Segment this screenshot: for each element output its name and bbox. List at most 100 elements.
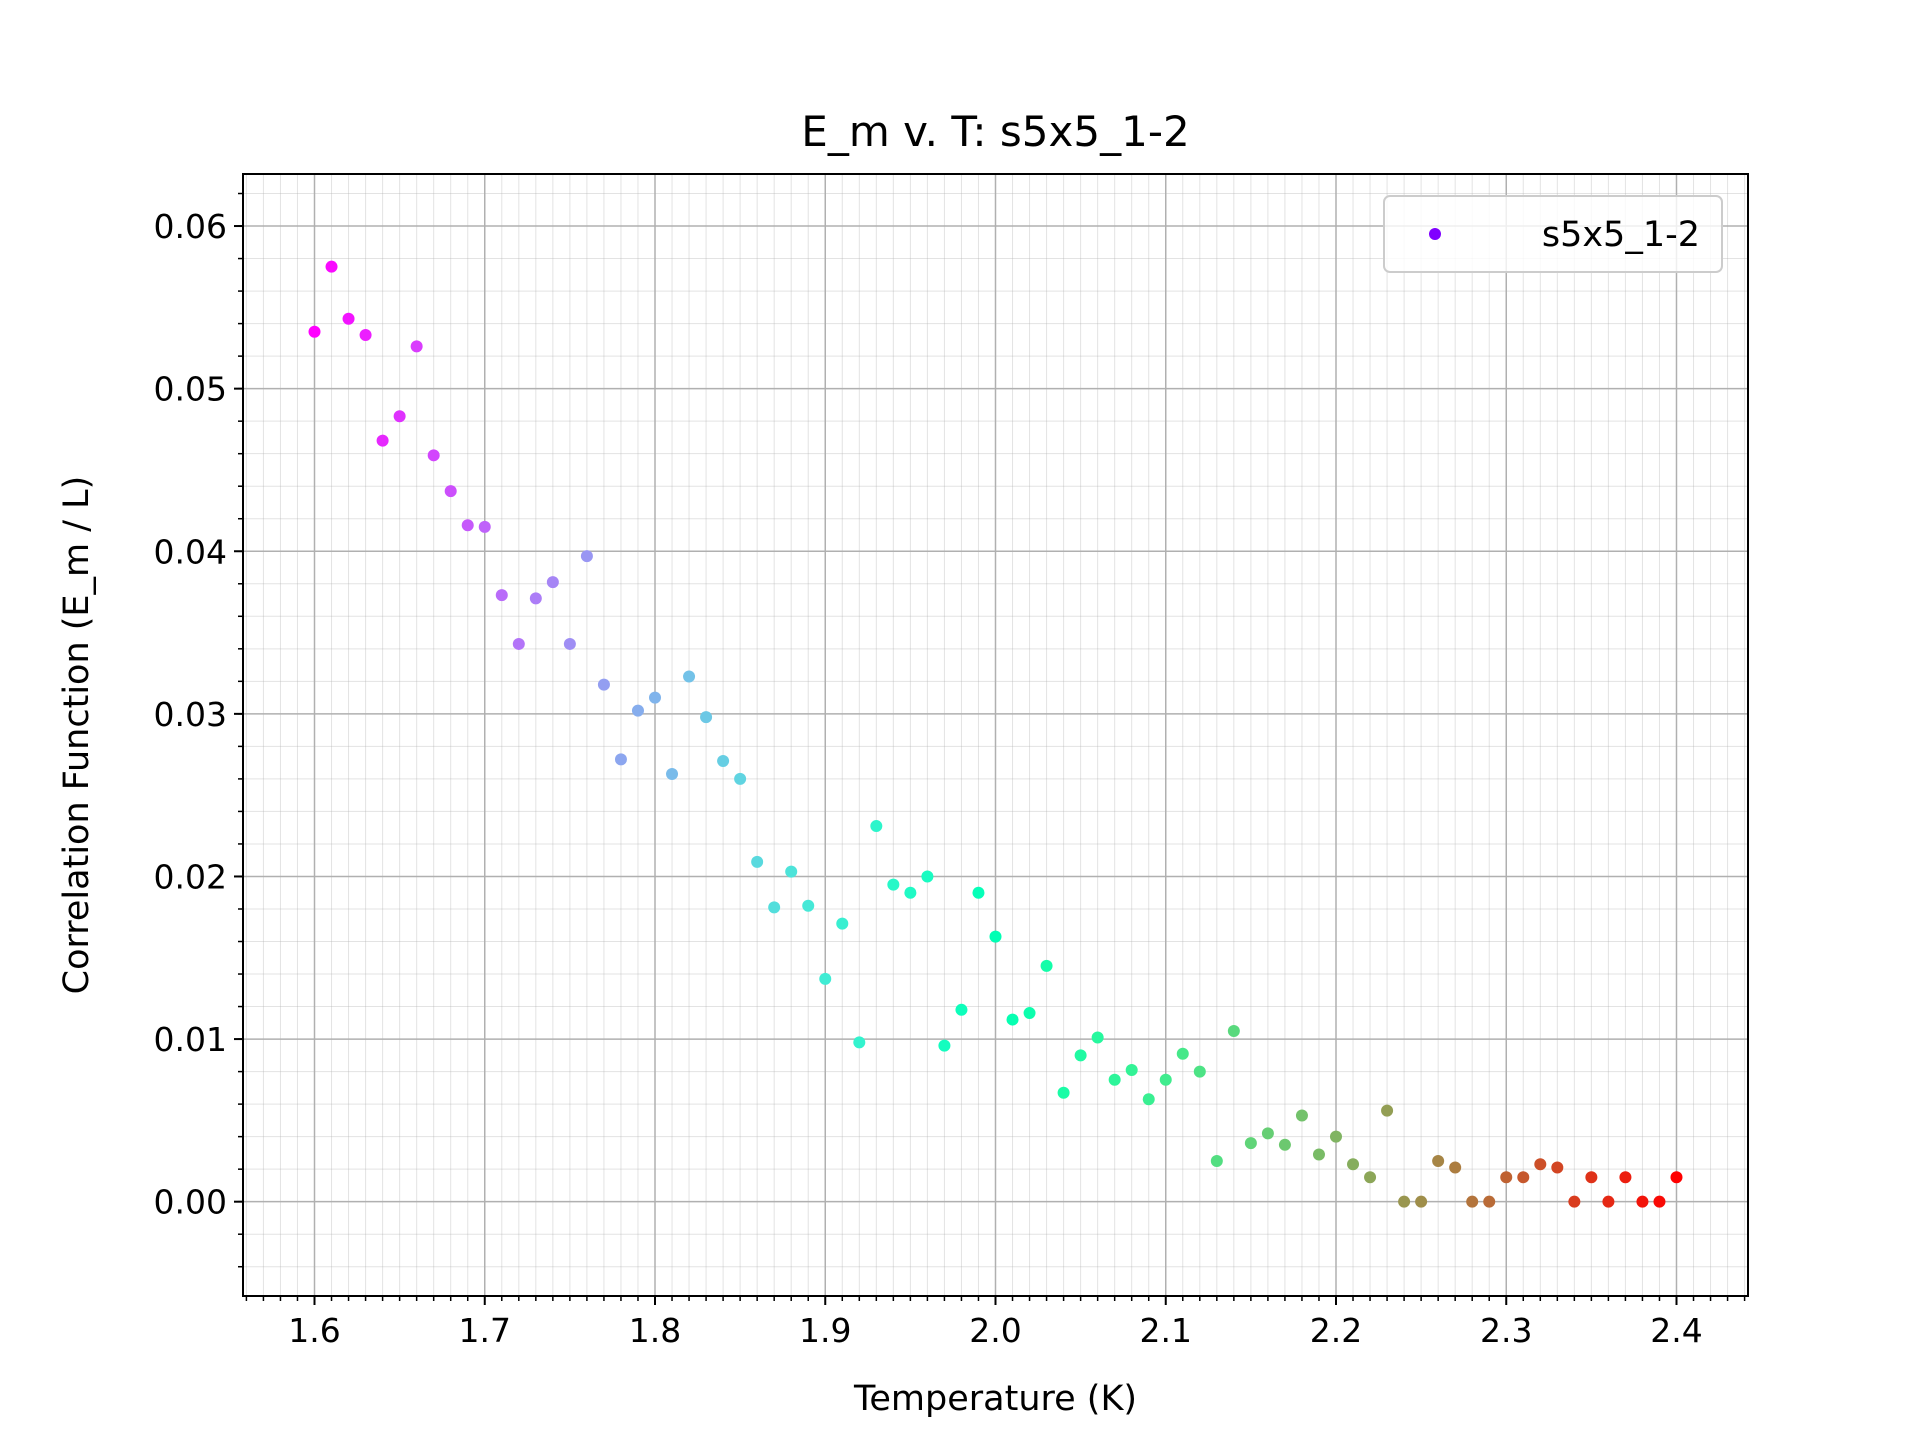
data-point bbox=[359, 328, 372, 341]
data-points bbox=[308, 260, 1683, 1208]
y-tick-label: 0.05 bbox=[154, 370, 227, 409]
data-point bbox=[1534, 1158, 1547, 1171]
x-tick-label: 2.0 bbox=[969, 1311, 1021, 1350]
data-point bbox=[1670, 1171, 1683, 1184]
axis-ticks bbox=[234, 192, 1746, 1305]
data-point bbox=[1364, 1171, 1377, 1184]
data-point bbox=[1023, 1007, 1036, 1020]
data-point bbox=[1295, 1109, 1308, 1122]
data-point bbox=[938, 1039, 951, 1052]
data-point bbox=[1057, 1086, 1070, 1099]
data-point bbox=[751, 855, 764, 868]
data-point bbox=[853, 1036, 866, 1049]
data-point bbox=[887, 878, 900, 891]
data-point bbox=[819, 972, 832, 985]
data-point bbox=[683, 670, 696, 683]
data-point bbox=[580, 550, 593, 563]
data-point bbox=[597, 678, 610, 691]
data-point bbox=[1398, 1195, 1411, 1208]
data-point bbox=[836, 917, 849, 930]
data-point bbox=[461, 519, 474, 532]
data-point bbox=[1568, 1195, 1581, 1208]
x-tick-label: 1.8 bbox=[629, 1311, 681, 1350]
data-point bbox=[1636, 1195, 1649, 1208]
data-point bbox=[631, 704, 644, 717]
data-point bbox=[444, 485, 457, 498]
data-point bbox=[802, 899, 815, 912]
legend-marker bbox=[1429, 228, 1441, 240]
y-tick-label: 0.00 bbox=[154, 1183, 227, 1222]
data-point bbox=[1278, 1138, 1291, 1151]
data-point bbox=[1193, 1065, 1206, 1078]
data-point bbox=[1619, 1171, 1632, 1184]
data-point bbox=[1466, 1195, 1479, 1208]
data-point bbox=[1159, 1073, 1172, 1086]
data-point bbox=[904, 886, 917, 899]
chart-title: E_m v. T: s5x5_1-2 bbox=[801, 107, 1189, 156]
data-point bbox=[1108, 1073, 1121, 1086]
data-point bbox=[308, 325, 321, 338]
y-axis-title: Correlation Function (E_m / L) bbox=[57, 476, 97, 995]
data-point bbox=[785, 865, 798, 878]
data-point bbox=[1227, 1024, 1240, 1037]
data-point bbox=[1244, 1137, 1257, 1150]
major-grid bbox=[243, 174, 1748, 1296]
data-point bbox=[393, 410, 406, 423]
data-point bbox=[1347, 1158, 1360, 1171]
data-point bbox=[921, 870, 934, 883]
x-tick-label: 1.6 bbox=[288, 1311, 340, 1350]
data-point bbox=[972, 886, 985, 899]
data-point bbox=[870, 820, 883, 833]
data-point bbox=[495, 589, 508, 602]
y-tick-labels: 0.00 0.01 0.02 0.03 0.04 0.05 0.06 bbox=[154, 207, 227, 1222]
data-point bbox=[989, 930, 1002, 943]
data-point bbox=[1517, 1171, 1530, 1184]
data-point bbox=[649, 691, 662, 704]
legend: s5x5_1-2 bbox=[1383, 195, 1723, 273]
data-point bbox=[1261, 1127, 1274, 1140]
y-tick-label: 0.02 bbox=[154, 857, 227, 896]
data-point bbox=[1415, 1195, 1428, 1208]
data-point bbox=[1449, 1161, 1462, 1174]
data-point bbox=[1551, 1161, 1564, 1174]
data-point bbox=[1142, 1093, 1155, 1106]
data-point bbox=[410, 340, 423, 353]
data-point bbox=[529, 592, 542, 605]
data-point bbox=[1381, 1104, 1394, 1117]
data-point bbox=[768, 901, 781, 914]
data-point bbox=[1006, 1013, 1019, 1026]
x-tick-label: 2.2 bbox=[1310, 1311, 1362, 1350]
x-tick-label: 1.7 bbox=[459, 1311, 511, 1350]
data-point bbox=[427, 449, 440, 462]
data-point bbox=[478, 520, 491, 533]
y-tick-label: 0.01 bbox=[154, 1020, 227, 1059]
x-tick-label: 2.3 bbox=[1480, 1311, 1532, 1350]
data-point bbox=[1653, 1195, 1666, 1208]
y-tick-label: 0.03 bbox=[154, 695, 227, 734]
data-point bbox=[1312, 1148, 1325, 1161]
x-axis-title: Temperature (K) bbox=[853, 1379, 1137, 1419]
data-point bbox=[1040, 959, 1053, 972]
data-point bbox=[563, 637, 576, 650]
data-point bbox=[717, 755, 730, 768]
data-point bbox=[1074, 1049, 1087, 1062]
data-point bbox=[1432, 1155, 1445, 1168]
x-tick-label: 2.1 bbox=[1140, 1311, 1192, 1350]
x-tick-label: 2.4 bbox=[1650, 1311, 1702, 1350]
data-point bbox=[1210, 1155, 1223, 1168]
data-point bbox=[1483, 1195, 1496, 1208]
data-point bbox=[1091, 1031, 1104, 1044]
data-point bbox=[666, 768, 679, 781]
data-point bbox=[1176, 1047, 1189, 1060]
x-tick-label: 1.9 bbox=[799, 1311, 851, 1350]
data-point bbox=[512, 637, 525, 650]
data-point bbox=[376, 434, 389, 447]
data-point bbox=[1500, 1171, 1513, 1184]
y-tick-label: 0.06 bbox=[154, 207, 227, 246]
data-point bbox=[614, 753, 627, 766]
legend-label: s5x5_1-2 bbox=[1542, 215, 1700, 255]
data-point bbox=[1602, 1195, 1615, 1208]
legend-box bbox=[1383, 195, 1723, 273]
data-point bbox=[734, 772, 747, 785]
data-point bbox=[1329, 1130, 1342, 1143]
